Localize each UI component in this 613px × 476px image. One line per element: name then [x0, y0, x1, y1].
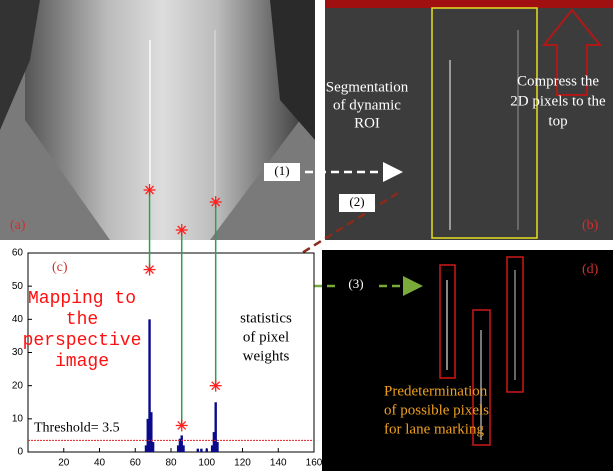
panel-label: (a) [10, 218, 26, 233]
y-tick-label: 20 [12, 380, 24, 391]
bar [152, 442, 154, 452]
annotation-line: Segmentation [326, 79, 409, 95]
x-tick-label: 100 [198, 458, 215, 469]
annotation-line: perspective [23, 331, 142, 351]
y-tick-label: 0 [17, 447, 23, 458]
step-label: (2) [349, 194, 364, 209]
x-tick-label: 20 [58, 458, 70, 469]
panel-label: (c) [52, 260, 68, 275]
x-tick-label: 160 [306, 458, 323, 469]
annotation-line: statistics [240, 310, 292, 326]
annotation-line: ROI [354, 115, 380, 131]
annotation-line: 2D pixels to the [510, 93, 606, 109]
threshold-label: Threshold= 3.5 [34, 421, 120, 436]
x-tick-label: 140 [270, 458, 287, 469]
figure: (a) (b) (d) (1) (2) (3) Segmentation of d… [0, 0, 613, 471]
annotation-line: of possible pixels [384, 402, 489, 418]
x-tick-label: 80 [165, 458, 177, 469]
annotation-line: image [55, 352, 109, 372]
bar [206, 449, 208, 452]
step-label: (3) [348, 276, 363, 291]
annotation-line: for lane marking [384, 421, 484, 437]
step-label: (1) [274, 163, 289, 178]
y-tick-label: 60 [12, 248, 24, 259]
annotation-line: of pixel [243, 329, 289, 345]
bar [216, 442, 218, 452]
annotation-line: weights [243, 348, 290, 364]
annotation-line: top [548, 113, 567, 129]
y-tick-label: 50 [12, 281, 24, 292]
y-tick-label: 10 [12, 413, 24, 424]
annotation-line: of dynamic [333, 97, 401, 113]
x-tick-label: 60 [130, 458, 142, 469]
y-tick-label: 40 [12, 314, 24, 325]
annotation-line: the [66, 310, 98, 330]
panel-label: (b) [582, 218, 599, 233]
x-tick-label: 40 [94, 458, 106, 469]
bar [197, 449, 199, 452]
panel-a: (a) [0, 0, 315, 240]
annotation-line: Compress the [517, 73, 599, 89]
panel-label: (d) [582, 262, 599, 277]
annotation-line: Mapping to [28, 289, 136, 309]
x-tick-label: 120 [234, 458, 251, 469]
bar [200, 449, 202, 452]
annotation-line: Predetermination [384, 383, 488, 399]
bar [182, 445, 184, 452]
